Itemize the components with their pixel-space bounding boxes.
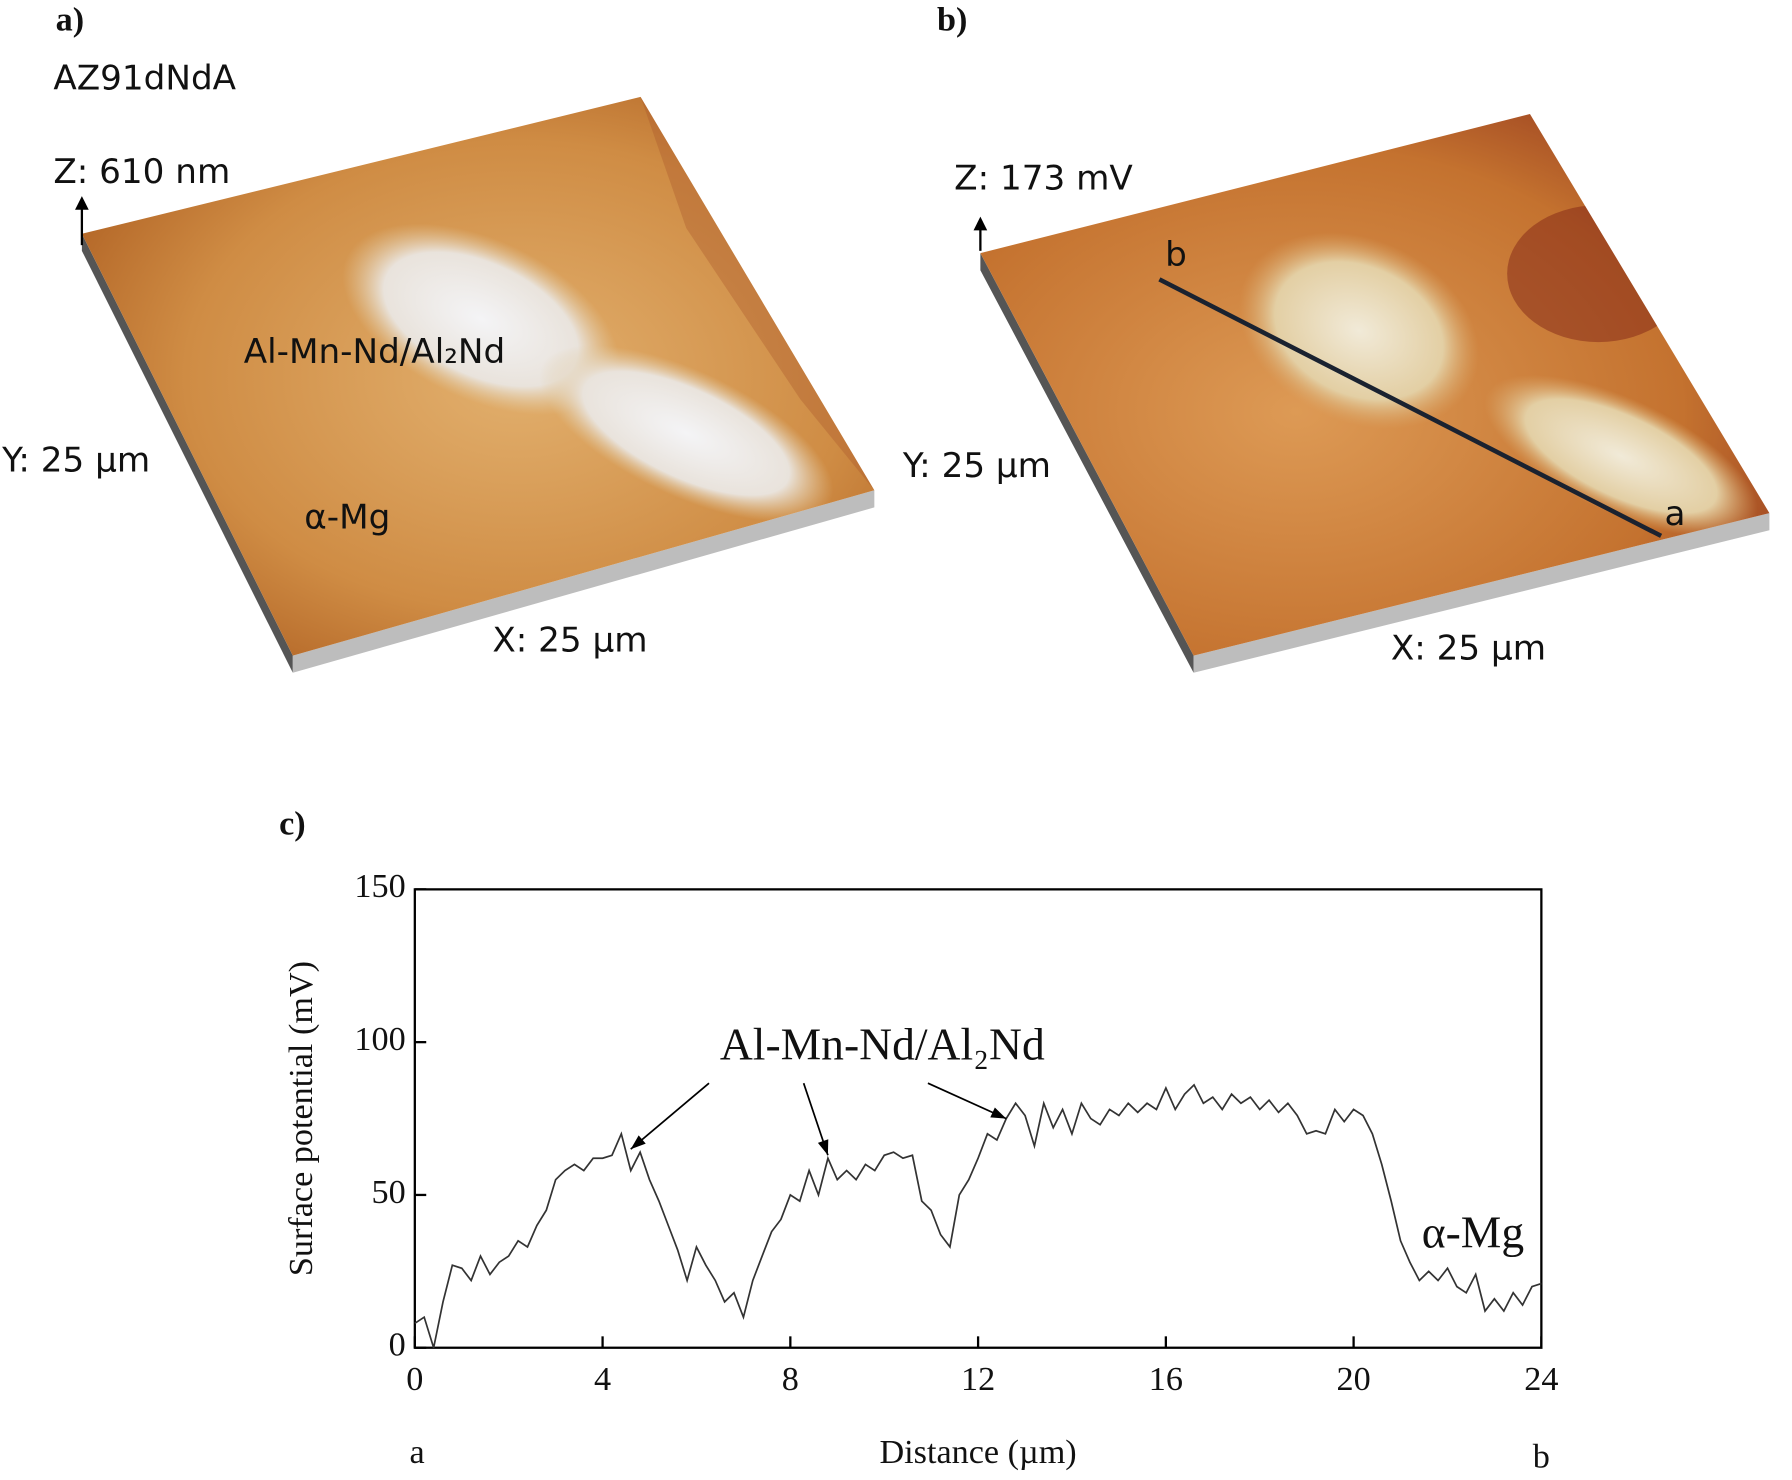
line-start: b <box>1165 235 1187 275</box>
arrow-head <box>630 1135 646 1150</box>
x-tick-label: 4 <box>594 1361 611 1398</box>
y-tick-label: 100 <box>354 1021 405 1058</box>
y-scale: Y: 25 µm <box>902 446 1051 486</box>
arrow-head <box>990 1107 1007 1119</box>
arrow-head <box>817 1139 829 1156</box>
sample-name: AZ91dNdA <box>53 58 236 98</box>
x-scale: X: 25 µm <box>1391 628 1546 668</box>
y-tick-label: 50 <box>372 1174 406 1211</box>
afm-topography <box>81 96 875 673</box>
y-tick-label: 0 <box>389 1327 406 1364</box>
x-axis-label: Distance (µm) <box>879 1434 1076 1471</box>
y-axis-label: Surface potential (mV) <box>283 961 320 1276</box>
annotation: Al-Mn-Nd/Al₂Nd <box>720 1018 1045 1069</box>
annotation-arrow <box>630 1082 710 1150</box>
line-end: a <box>1665 494 1686 534</box>
x-end-label: b <box>1533 1438 1550 1475</box>
x-tick-label: 0 <box>406 1361 423 1398</box>
y-scale: Y: 25 µm <box>1 440 150 480</box>
y-tick-label: 150 <box>354 868 405 905</box>
x-start-label: a <box>410 1434 425 1471</box>
x-scale: X: 25 µm <box>492 620 647 660</box>
annotation: α-Mg <box>1422 1207 1524 1258</box>
z-scale: Z: 173 mV <box>954 159 1133 199</box>
potential-line <box>414 1083 1542 1348</box>
x-tick-label: 20 <box>1337 1361 1371 1398</box>
phase-label: Al-Mn-Nd/Al₂Nd <box>244 332 505 372</box>
x-tick-label: 8 <box>782 1361 799 1398</box>
panel-label: c) <box>279 806 306 843</box>
x-tick-label: 12 <box>961 1361 995 1398</box>
plot-frame <box>413 888 1543 1349</box>
panel-label: a) <box>56 2 84 39</box>
z-scale: Z: 610 nm <box>53 152 230 192</box>
x-tick-label: 16 <box>1149 1361 1183 1398</box>
kpfm-potential <box>980 114 1770 673</box>
phase-label: α-Mg <box>304 497 390 537</box>
panel-label: b) <box>937 2 967 39</box>
x-tick-label: 24 <box>1524 1361 1558 1398</box>
